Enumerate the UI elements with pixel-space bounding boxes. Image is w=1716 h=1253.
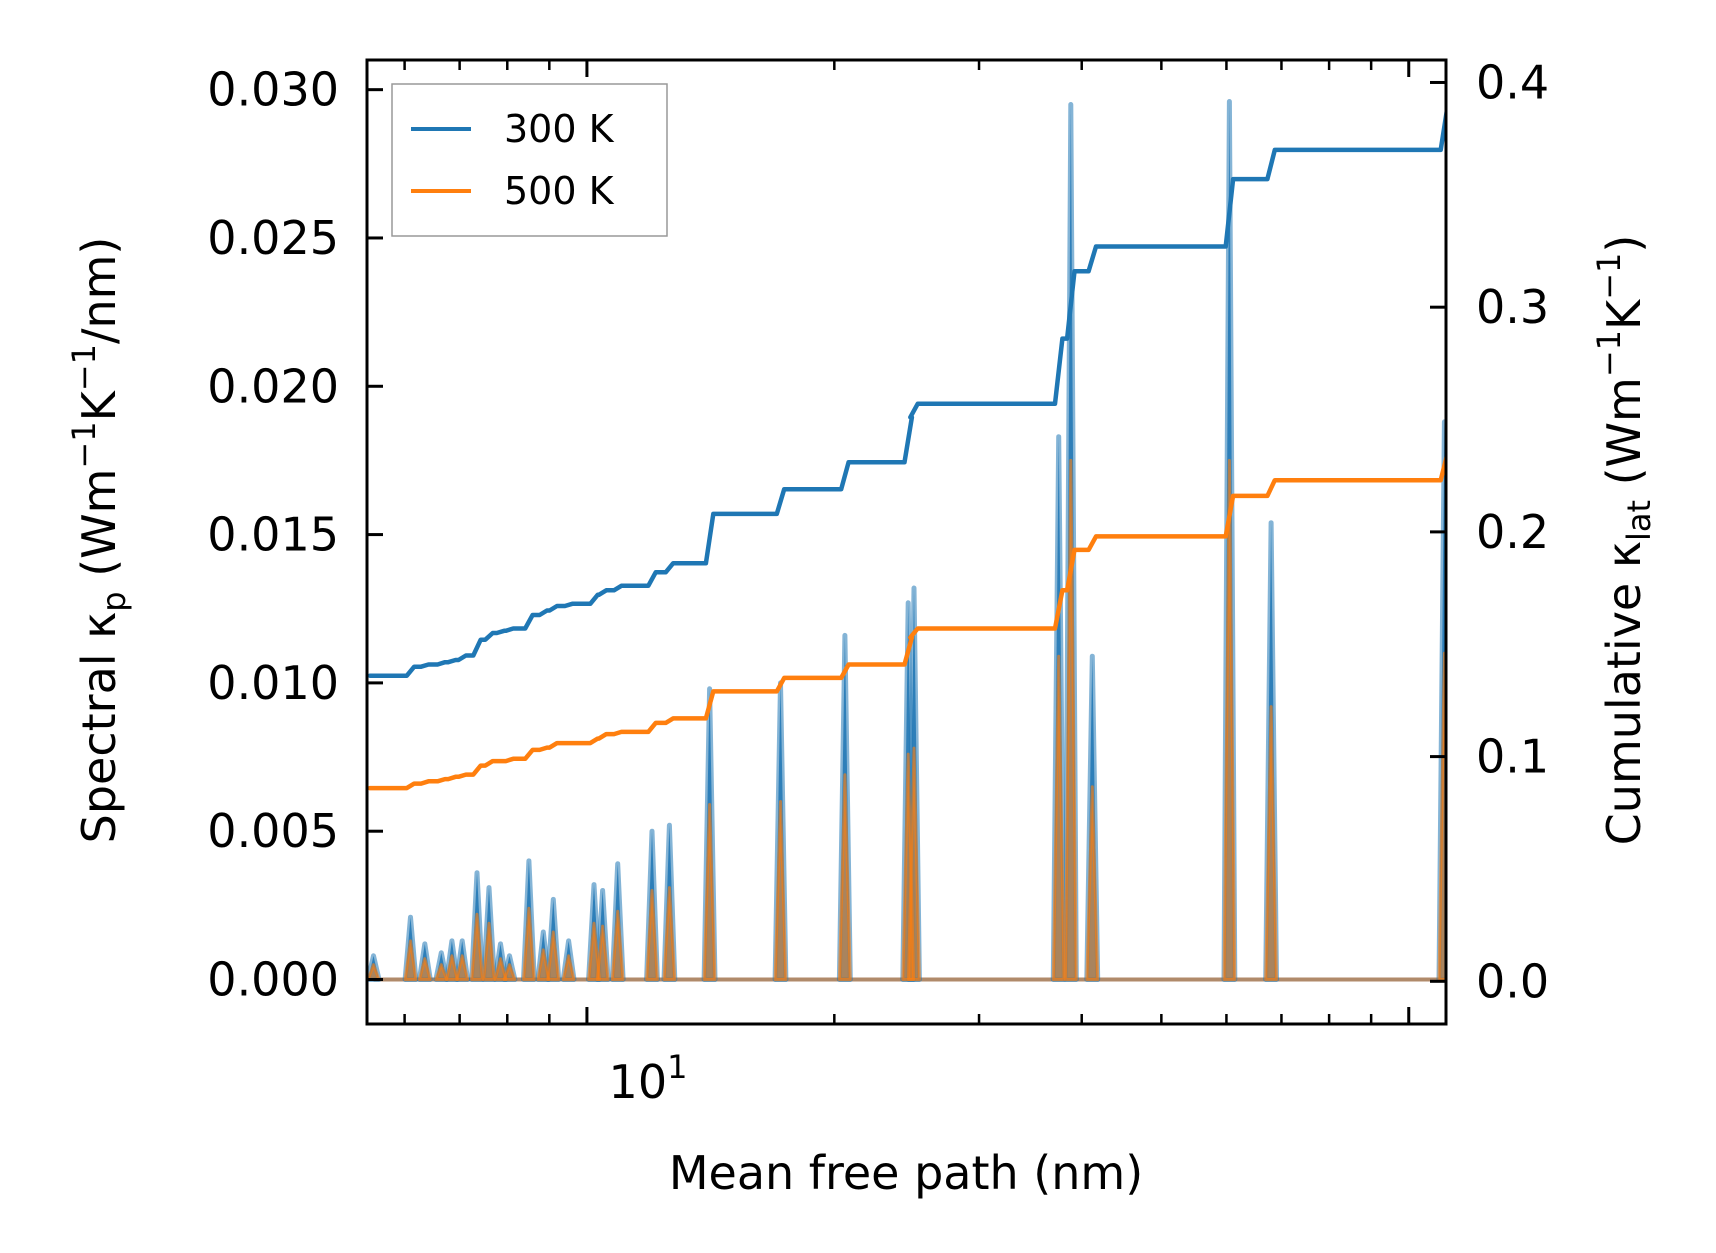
cumulative-line-300k — [367, 102, 1446, 678]
plot-frame — [365, 58, 1448, 1026]
spectral-peak-500k-24 — [1051, 654, 1066, 981]
spectral-peak-500k-12 — [546, 930, 561, 981]
legend: 300 K 500 K — [391, 83, 668, 237]
spectral-peak-500k-7 — [482, 921, 496, 981]
axis-ticks-group: 0.000 0.005 0.010 0.015 0.020 0.025 0.030 0.0 0.… — [207, 55, 1549, 1024]
spectral-peak-500k-10 — [522, 906, 536, 981]
spectral-peak-500k-2 — [417, 957, 432, 981]
spectral-peak-500k-14 — [587, 921, 601, 981]
spectral-peak-500k-18 — [662, 886, 677, 981]
spectral-peak-500k-4 — [445, 954, 459, 981]
left-y-tick-label-6: 0.030 — [207, 63, 339, 117]
spectral-peak-500k-19 — [702, 803, 717, 981]
legend-box — [391, 83, 668, 237]
right-y-tick-label-3: 0.3 — [1476, 280, 1549, 334]
spectral-peak-500k-25 — [1063, 458, 1078, 981]
spectral-fill-group — [367, 99, 1446, 982]
left-y-tick-label-0: 0.000 — [207, 953, 339, 1007]
spectral-peak-500k-20 — [773, 800, 788, 981]
left-y-tick-label-3: 0.015 — [207, 508, 339, 562]
spectral-peak-500k-16 — [610, 909, 625, 981]
legend-label-300k: 300 K — [504, 107, 615, 151]
spectral-peak-500k-29 — [1437, 651, 1446, 981]
spectral-peak-500k-27 — [1222, 458, 1237, 981]
spectral-peak-500k-21 — [837, 773, 852, 981]
left-axis-title: Spectral κp (Wm−1K−1/nm) — [65, 237, 133, 844]
spectral-peak-500k-6 — [470, 912, 484, 981]
left-y-tick-label-2: 0.010 — [207, 656, 339, 710]
spectral-peak-500k-5 — [455, 954, 470, 981]
left-y-tick-label-1: 0.005 — [207, 804, 339, 858]
left-y-tick-label-4: 0.020 — [207, 359, 339, 413]
spectral-peak-500k-13 — [561, 954, 576, 981]
spectral-peak-500k-1 — [403, 939, 418, 981]
right-y-tick-label-1: 0.1 — [1476, 730, 1549, 784]
spectral-peak-500k-23 — [907, 746, 921, 981]
legend-label-500k: 500 K — [504, 169, 615, 213]
left-y-tick-label-5: 0.025 — [207, 211, 339, 265]
right-y-tick-label-4: 0.4 — [1476, 55, 1549, 109]
right-axis-title: Cumulative κlat (Wm−1K−1) — [1590, 235, 1658, 846]
cumulative-line-500k — [367, 450, 1446, 791]
spectral-peak-500k-11 — [536, 948, 551, 981]
spectral-peak-500k-3 — [434, 963, 449, 981]
right-y-tick-label-0: 0.0 — [1476, 954, 1549, 1008]
spectral-peak-500k-15 — [595, 924, 610, 981]
x-axis-title: Mean free path (nm) — [669, 1146, 1143, 1200]
spectral-peak-500k-17 — [645, 889, 659, 981]
cumulative-line-group — [367, 102, 1446, 791]
spectral-peak-500k-9 — [502, 963, 517, 981]
spectral-peak-500k-26 — [1085, 785, 1100, 981]
spectral-peak-500k-28 — [1264, 705, 1278, 981]
x-tick-label-10: 101 — [609, 1048, 688, 1109]
right-y-tick-label-2: 0.2 — [1476, 505, 1549, 559]
spectral-peak-500k-8 — [493, 957, 508, 981]
